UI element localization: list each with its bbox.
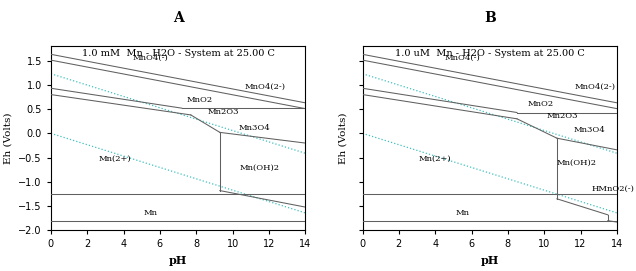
Text: MnO4(2-): MnO4(2-) (574, 83, 616, 91)
Text: B: B (484, 11, 495, 25)
Y-axis label: Eh (Volts): Eh (Volts) (4, 112, 13, 164)
Text: Mn(2+): Mn(2+) (98, 154, 131, 163)
Text: HMnO2(-): HMnO2(-) (592, 185, 635, 193)
Text: Mn3O4: Mn3O4 (574, 127, 605, 134)
Text: MnO2: MnO2 (527, 100, 554, 108)
Text: MnO4(2-): MnO4(2-) (245, 83, 286, 91)
Text: Mn2O3: Mn2O3 (208, 108, 239, 116)
Text: Mn(OH)2: Mn(OH)2 (557, 159, 597, 166)
Y-axis label: Eh (Volts): Eh (Volts) (339, 112, 348, 164)
Text: MnO4(-): MnO4(-) (445, 54, 480, 62)
Text: Mn2O3: Mn2O3 (547, 112, 578, 120)
Text: MnO2: MnO2 (187, 96, 213, 104)
Text: Mn: Mn (144, 209, 158, 217)
Text: Mn(OH)2: Mn(OH)2 (240, 164, 280, 172)
Text: 1.0 mM  Mn - H2O - System at 25.00 C: 1.0 mM Mn - H2O - System at 25.00 C (81, 50, 275, 59)
Text: A: A (173, 11, 183, 25)
Text: Mn(2+): Mn(2+) (419, 154, 452, 163)
X-axis label: pH: pH (169, 255, 187, 266)
Text: MnO4(-): MnO4(-) (133, 54, 169, 62)
Text: Mn3O4: Mn3O4 (238, 124, 270, 131)
X-axis label: pH: pH (481, 255, 499, 266)
Text: Mn: Mn (455, 209, 469, 217)
Text: 1.0 uM  Mn - H2O - System at 25.00 C: 1.0 uM Mn - H2O - System at 25.00 C (395, 50, 584, 59)
